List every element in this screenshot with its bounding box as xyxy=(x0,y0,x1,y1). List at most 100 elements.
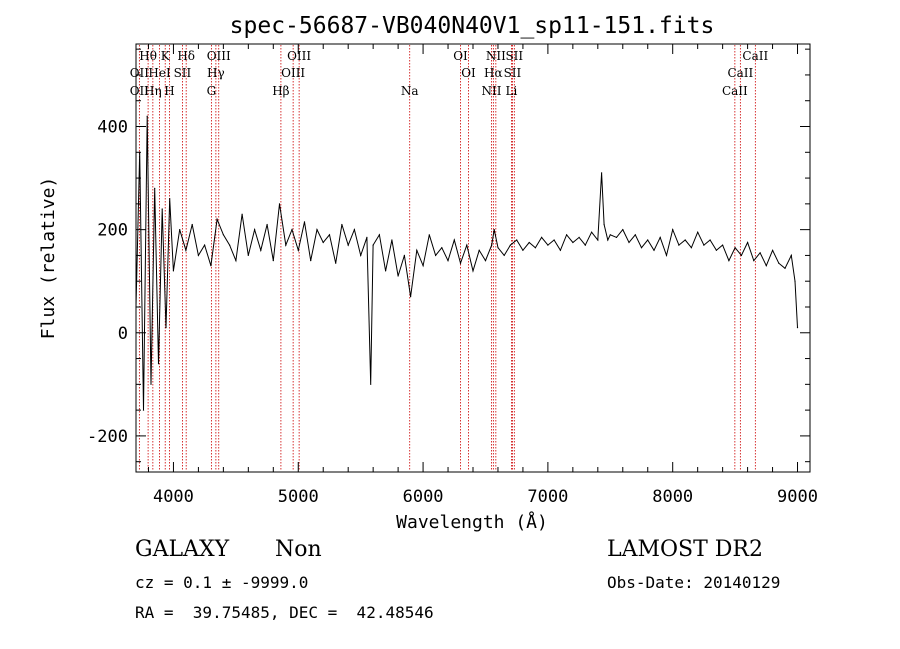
flux-point xyxy=(790,254,792,256)
spectral-line-label: Hθ xyxy=(139,49,157,63)
flux-point xyxy=(466,244,468,246)
y-tick-label: 400 xyxy=(97,118,128,138)
flux-point xyxy=(559,249,562,251)
flux-point xyxy=(715,249,718,251)
flux-point xyxy=(260,249,262,251)
y-axis-label: Flux (relative) xyxy=(38,177,59,340)
flux-point xyxy=(690,247,693,249)
flux-point xyxy=(146,115,148,117)
flux-point xyxy=(447,260,449,262)
plot-frame xyxy=(135,43,811,473)
flux-point xyxy=(547,244,549,246)
flux-point xyxy=(435,254,437,256)
spectral-line-label: Li xyxy=(506,84,518,98)
spectral-line-label: CaII xyxy=(727,66,753,80)
spectral-line-label: G xyxy=(207,84,217,98)
flux-point xyxy=(266,223,268,226)
flux-point xyxy=(397,275,399,277)
spectral-line-label: OI xyxy=(461,66,476,80)
spectral-line-label: CaII xyxy=(742,49,768,63)
flux-point xyxy=(229,244,231,246)
flux-point xyxy=(584,244,586,246)
flux-point xyxy=(747,241,749,244)
flux-point xyxy=(341,223,343,226)
spectral-line-label: OIII xyxy=(287,49,311,63)
x-tick-label: 8000 xyxy=(652,487,693,507)
flux-point xyxy=(272,260,274,262)
x-tick-label: 4000 xyxy=(153,487,194,507)
spectral-line-label: Na xyxy=(401,84,419,98)
flux-point xyxy=(169,198,171,200)
flux-point xyxy=(591,231,593,233)
spectral-line-label: OIII xyxy=(281,66,305,80)
flux-point xyxy=(372,244,374,246)
flux-point xyxy=(416,249,418,251)
flux-point xyxy=(509,244,511,246)
flux-point xyxy=(794,280,796,282)
flux-point xyxy=(601,172,603,174)
flux-line-0 xyxy=(135,116,798,411)
object-subclass: Non xyxy=(275,537,322,562)
obs-date: Obs-Date: 20140129 xyxy=(607,573,781,592)
flux-point xyxy=(528,241,530,244)
spectral-line-label: OI xyxy=(453,49,468,63)
flux-point xyxy=(622,229,624,231)
flux-point xyxy=(503,254,505,256)
coordinates: RA = 39.75485, DEC = 42.48546 xyxy=(135,603,434,622)
x-axis-ticks: 4000 5000 6000 7000 8000 9000 xyxy=(147,44,818,507)
chart-title: spec-56687-VB040N40V1_sp11-151.fits xyxy=(230,13,715,39)
flux-point xyxy=(522,249,524,251)
flux-point xyxy=(472,270,474,272)
flux-point xyxy=(254,229,256,231)
flux-point xyxy=(728,260,730,262)
flux-point xyxy=(278,203,281,205)
spectral-line-label: SII xyxy=(504,66,522,80)
flux-point xyxy=(391,239,393,241)
flux-point xyxy=(179,229,181,231)
flux-point xyxy=(553,239,555,241)
spectral-line-label: NII xyxy=(486,49,506,63)
spectral-line-label: Hδ xyxy=(177,49,195,63)
flux-point xyxy=(678,244,680,246)
flux-point xyxy=(241,213,243,215)
flux-point xyxy=(197,254,199,256)
flux-point xyxy=(247,254,249,256)
flux-point xyxy=(665,254,668,256)
spectral-line-label: SII xyxy=(505,49,523,63)
flux-point xyxy=(740,254,743,256)
object-class: GALAXY xyxy=(135,537,230,562)
flux-point xyxy=(703,244,705,246)
spectrum-plot: spec-56687-VB040N40V1_sp11-151.fits Hθ K H… xyxy=(38,13,818,533)
flux-point xyxy=(310,260,312,262)
flux-point xyxy=(734,247,736,249)
flux-point xyxy=(297,249,299,251)
flux-point xyxy=(609,234,611,236)
flux-point xyxy=(672,229,674,231)
spectral-line-label: H xyxy=(164,84,174,98)
flux-point xyxy=(235,260,237,262)
flux-point xyxy=(484,260,487,262)
flux-point xyxy=(303,221,306,223)
flux-point xyxy=(615,236,618,238)
flux-point xyxy=(697,231,699,233)
spectral-line-markers xyxy=(138,45,756,471)
flux-point xyxy=(541,236,543,238)
flux-point xyxy=(161,208,163,210)
flux-point xyxy=(597,239,599,241)
flux-point xyxy=(453,239,455,241)
survey-name: LAMOST DR2 xyxy=(607,537,763,562)
flux-point xyxy=(796,327,799,329)
flux-point xyxy=(640,247,643,249)
spectral-line-label: SII xyxy=(174,66,192,80)
flux-point xyxy=(497,247,499,249)
flux-point xyxy=(647,239,649,241)
y-tick-label: 0 xyxy=(118,324,128,344)
flux-point xyxy=(772,249,774,251)
flux-point xyxy=(185,249,187,251)
flux-point xyxy=(578,236,580,238)
x-tick-label: 9000 xyxy=(777,487,818,507)
flux-point xyxy=(328,234,331,236)
flux-point xyxy=(759,252,761,254)
flux-point xyxy=(459,262,462,264)
